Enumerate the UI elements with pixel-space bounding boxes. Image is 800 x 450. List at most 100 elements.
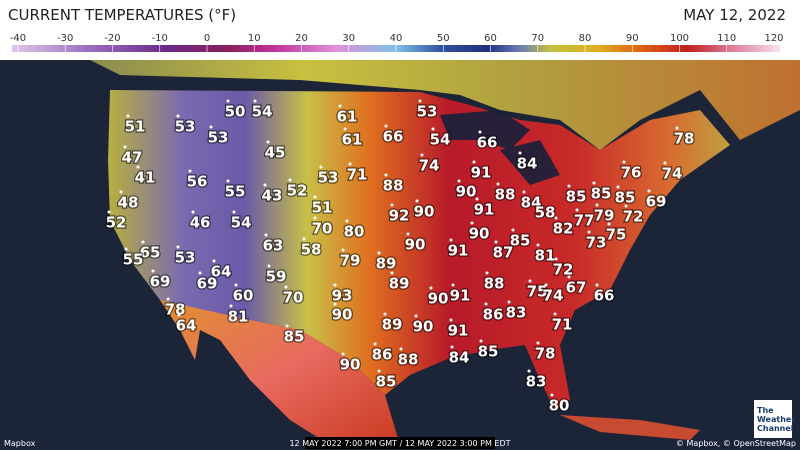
- station-dot: [449, 238, 453, 242]
- temperature: 51: [312, 199, 333, 217]
- station-dot: [528, 279, 532, 283]
- temperature: 43: [262, 187, 283, 205]
- station-dot: [567, 275, 571, 279]
- station-dot: [176, 114, 180, 118]
- temperature: 90: [413, 318, 434, 336]
- temperature: 88: [495, 186, 516, 204]
- station-dot: [107, 210, 111, 214]
- temperature: 87: [493, 244, 514, 262]
- scale-tick-label: 30: [342, 33, 355, 44]
- temperature: 84: [449, 349, 470, 367]
- station-dot: [595, 283, 599, 287]
- station-dot: [209, 125, 213, 129]
- station-dot: [449, 318, 453, 322]
- station-dot: [319, 165, 323, 169]
- temperature: 90: [405, 236, 426, 254]
- temperature: 88: [484, 275, 505, 293]
- logo-box: [754, 400, 792, 438]
- temperature: 91: [448, 242, 469, 260]
- temperature: 80: [344, 223, 365, 241]
- temperature: 65: [140, 244, 161, 262]
- station-dot: [288, 178, 292, 182]
- station-dot: [418, 99, 422, 103]
- temperature: 79: [594, 207, 615, 225]
- temperature: 91: [450, 287, 471, 305]
- temperature: 63: [263, 237, 284, 255]
- temperature: 79: [340, 252, 361, 270]
- timestamp: 12 MAY 2022 7:00 PM GMT / 12 MAY 2022 3:…: [289, 439, 510, 448]
- station-dot: [624, 204, 628, 208]
- scale-tick-label: 10: [248, 33, 261, 44]
- station-dot: [338, 104, 342, 108]
- temperature: 89: [376, 255, 397, 273]
- logo-line: Weather: [757, 415, 795, 424]
- station-dot: [675, 126, 679, 130]
- station-dot: [313, 216, 317, 220]
- station-dot: [313, 195, 317, 199]
- station-dot: [494, 240, 498, 244]
- temperature: 90: [332, 306, 353, 324]
- temperature: 48: [118, 194, 139, 212]
- temperature: 69: [646, 193, 667, 211]
- temperature: 53: [417, 103, 438, 121]
- station-dot: [536, 341, 540, 345]
- station-dot: [377, 251, 381, 255]
- temperature: 86: [483, 306, 504, 324]
- map-credit: Mapbox: [4, 439, 36, 448]
- station-dot: [226, 179, 230, 183]
- station-dot: [527, 369, 531, 373]
- temperature: 70: [312, 220, 333, 238]
- temperature: 54: [252, 103, 273, 121]
- temperature: 83: [506, 304, 527, 322]
- temperature: 66: [477, 134, 498, 152]
- temperature: 75: [527, 283, 548, 301]
- scale-tick-label: 70: [531, 33, 544, 44]
- station-dot: [507, 300, 511, 304]
- temperature: 54: [231, 214, 252, 232]
- temperature: 91: [448, 322, 469, 340]
- station-dot: [177, 313, 181, 317]
- temperature: 74: [543, 287, 564, 305]
- temperature: 61: [342, 131, 363, 149]
- station-dot: [567, 184, 571, 188]
- station-dot: [384, 173, 388, 177]
- temperature: 90: [469, 225, 490, 243]
- station-dot: [384, 124, 388, 128]
- temperature: 86: [372, 346, 393, 364]
- temperature: 90: [340, 356, 361, 374]
- station-dot: [267, 264, 271, 268]
- station-dot: [485, 271, 489, 275]
- attribution: © Mapbox, © OpenStreetMap: [676, 439, 796, 448]
- scale-tick-label: 40: [390, 33, 403, 44]
- station-dot: [390, 271, 394, 275]
- station-dot: [478, 130, 482, 134]
- station-dot: [406, 232, 410, 236]
- station-dot: [536, 200, 540, 204]
- temperature: 75: [606, 226, 627, 244]
- station-dot: [414, 314, 418, 318]
- station-dot: [415, 199, 419, 203]
- title: CURRENT TEMPERATURES (°F): [8, 6, 236, 24]
- station-dot: [263, 183, 267, 187]
- scale-tick-label: 120: [764, 33, 783, 44]
- temperature: 85: [376, 373, 397, 391]
- temperature: 46: [190, 214, 211, 232]
- station-dot: [285, 324, 289, 328]
- scale-tick-label: -40: [10, 33, 26, 44]
- temperature: 84: [517, 155, 538, 173]
- mexico: [160, 300, 400, 445]
- temperature: 85: [510, 232, 531, 250]
- temperature: 71: [552, 316, 573, 334]
- station-dot: [429, 286, 433, 290]
- temperature: 50: [225, 103, 246, 121]
- station-dot: [151, 269, 155, 273]
- temperature: 58: [301, 241, 322, 259]
- scale-tick-label: 50: [437, 33, 450, 44]
- station-dot: [123, 145, 127, 149]
- scale-tick-label: 0: [204, 33, 210, 44]
- station-dot: [475, 197, 479, 201]
- temperature: 69: [197, 275, 218, 293]
- station-dot: [518, 151, 522, 155]
